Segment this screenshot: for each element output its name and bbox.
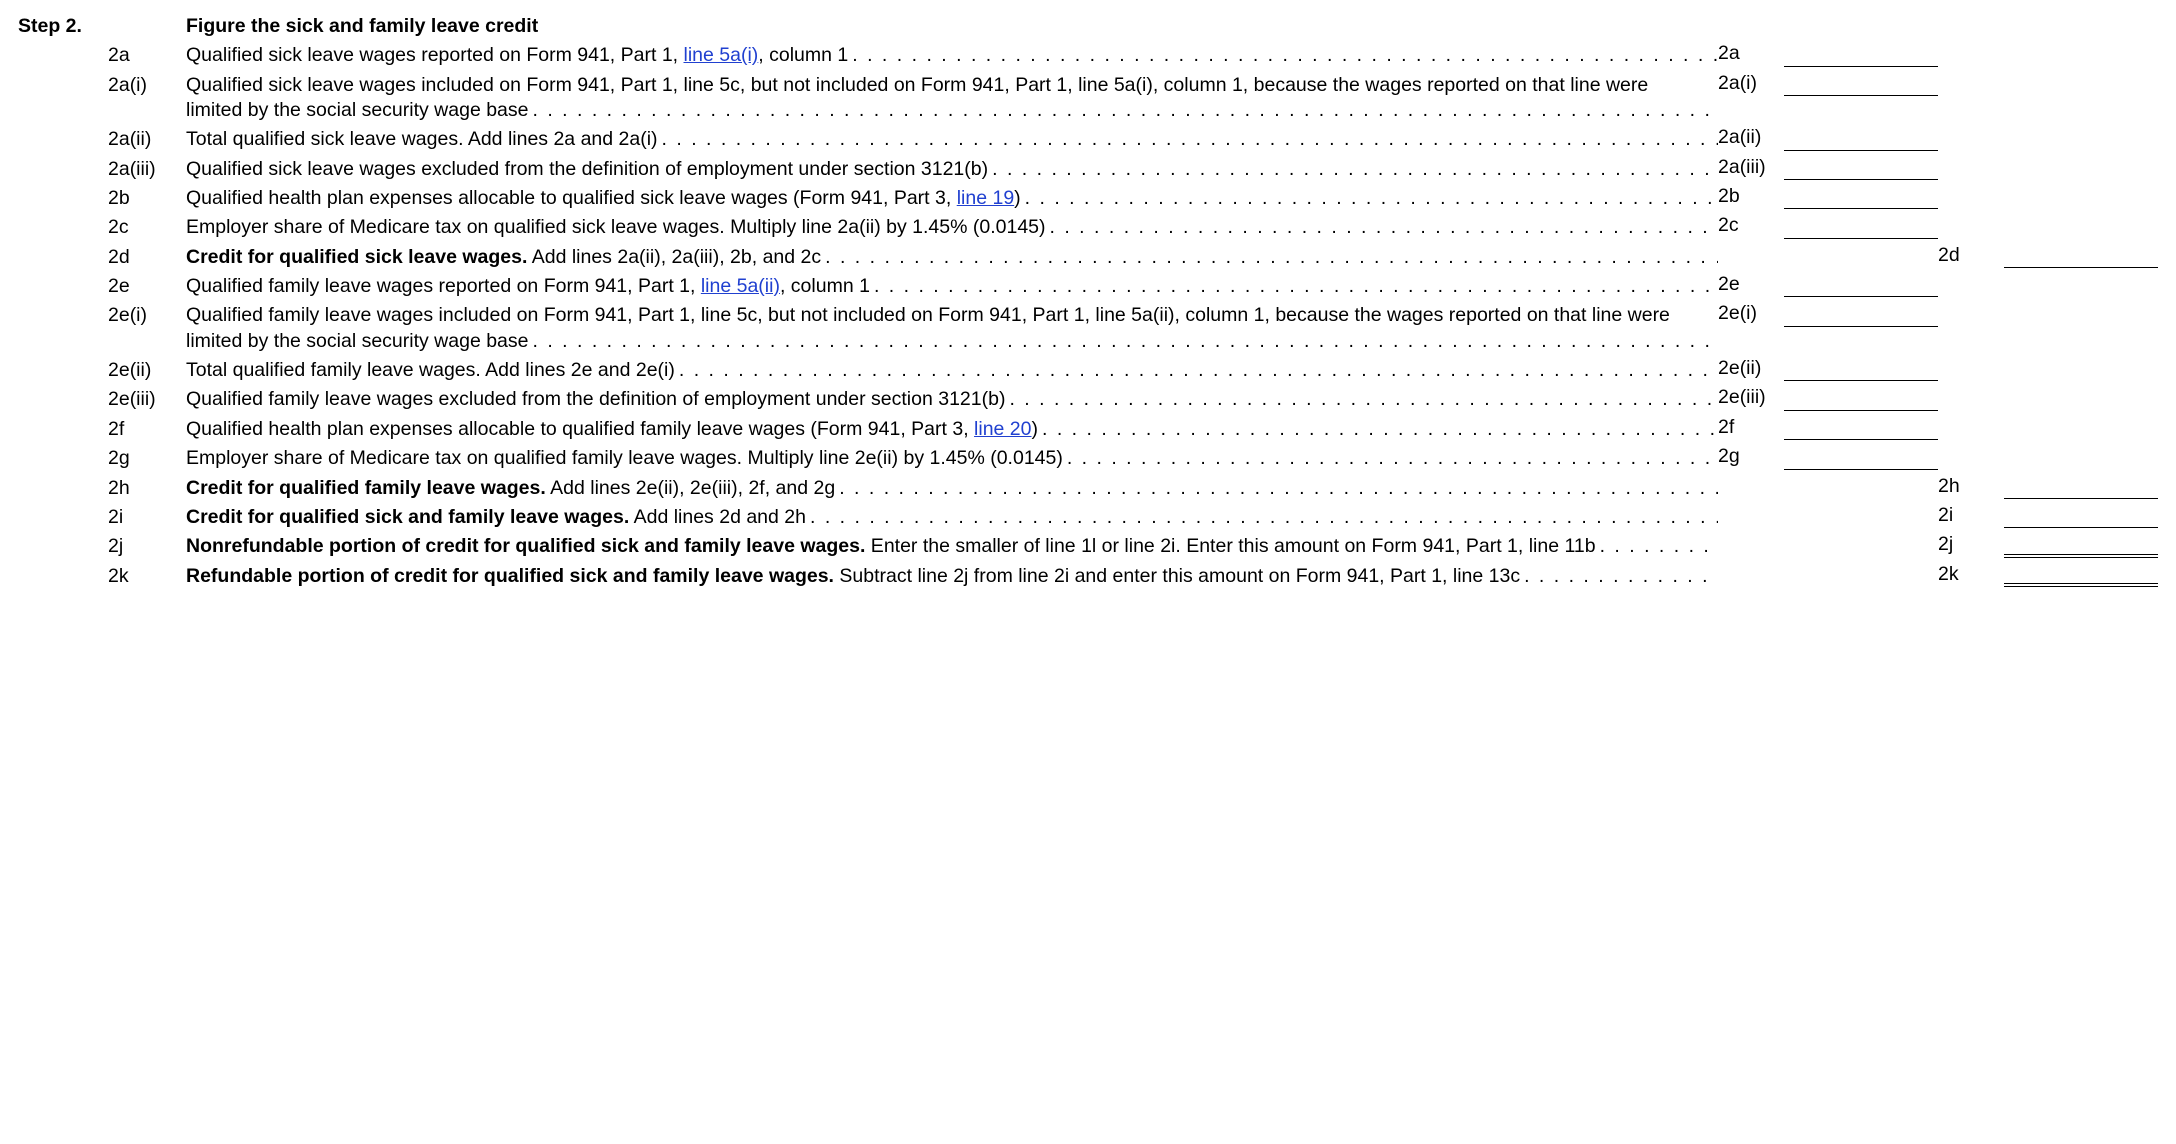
line-description: Qualified sick leave wages reported on F… <box>186 41 1718 68</box>
line-row: 2a(ii)Total qualified sick leave wages. … <box>18 125 2158 152</box>
line-number: 2k <box>108 562 186 589</box>
line-number: 2a(ii) <box>108 125 186 152</box>
line-description: Qualified sick leave wages excluded from… <box>186 155 1718 182</box>
line-row: 2jNonrefundable portion of credit for qu… <box>18 532 2158 559</box>
amount-entry-line[interactable] <box>1784 216 1938 238</box>
amount-entry-line[interactable] <box>1784 388 1938 410</box>
line-row: 2kRefundable portion of credit for quali… <box>18 562 2158 589</box>
line-description: Employer share of Medicare tax on qualif… <box>186 444 1718 471</box>
line-row: 2e(i)Qualified family leave wages includ… <box>18 301 2158 354</box>
amount-label: 2d <box>1938 243 1994 268</box>
amount-entry-line[interactable] <box>1784 447 1938 469</box>
amount-label: 2g <box>1718 444 1774 469</box>
amount-entry-line[interactable] <box>2004 562 2158 587</box>
line-number: 2j <box>108 532 186 559</box>
line-number: 2e(ii) <box>108 356 186 383</box>
step-header-row: Step 2. Figure the sick and family leave … <box>18 12 2158 39</box>
amount-label: 2f <box>1718 415 1774 440</box>
amount-label: 2i <box>1938 503 1994 528</box>
line-row: 2bQualified health plan expenses allocab… <box>18 184 2158 211</box>
line-row: 2eQualified family leave wages reported … <box>18 272 2158 299</box>
line-row: 2dCredit for qualified sick leave wages.… <box>18 243 2158 270</box>
form-line-link[interactable]: line 20 <box>974 418 1031 440</box>
form-line-link[interactable]: line 5a(i) <box>684 44 759 66</box>
line-number: 2h <box>108 474 186 501</box>
form-line-link[interactable]: line 19 <box>957 187 1014 209</box>
line-row: 2aQualified sick leave wages reported on… <box>18 41 2158 68</box>
line-description: Refundable portion of credit for qualifi… <box>186 562 1718 589</box>
amount-label: 2c <box>1718 213 1774 238</box>
amount-entry-line[interactable] <box>1784 128 1938 150</box>
line-description: Qualified health plan expenses allocable… <box>186 184 1718 211</box>
line-row: 2e(iii)Qualified family leave wages excl… <box>18 385 2158 412</box>
line-number: 2a(iii) <box>108 155 186 182</box>
amount-entry-line[interactable] <box>1784 44 1938 66</box>
line-number: 2d <box>108 243 186 270</box>
line-description: Credit for qualified sick and family lea… <box>186 503 1718 530</box>
line-number: 2e(i) <box>108 301 186 328</box>
form-line-link[interactable]: line 5a(ii) <box>701 275 780 297</box>
amount-label: 2e(ii) <box>1718 356 1774 381</box>
amount-entry-line[interactable] <box>1784 304 1938 326</box>
amount-label: 2e(iii) <box>1718 385 1774 410</box>
amount-entry-line[interactable] <box>1784 187 1938 209</box>
line-row: 2iCredit for qualified sick and family l… <box>18 503 2158 530</box>
line-description: Qualified family leave wages included on… <box>186 301 1718 354</box>
line-description: Employer share of Medicare tax on qualif… <box>186 213 1718 240</box>
amount-label: 2k <box>1938 562 1994 587</box>
amount-entry-line[interactable] <box>2004 476 2158 498</box>
line-row: 2a(iii)Qualified sick leave wages exclud… <box>18 155 2158 182</box>
line-row: 2gEmployer share of Medicare tax on qual… <box>18 444 2158 471</box>
amount-label: 2a(ii) <box>1718 125 1774 150</box>
line-number: 2f <box>108 415 186 442</box>
line-description: Qualified family leave wages reported on… <box>186 272 1718 299</box>
line-number: 2a(i) <box>108 71 186 98</box>
line-description: Nonrefundable portion of credit for qual… <box>186 532 1718 559</box>
amount-label: 2h <box>1938 474 1994 499</box>
line-description: Credit for qualified family leave wages.… <box>186 474 1718 501</box>
line-row: 2hCredit for qualified family leave wage… <box>18 474 2158 501</box>
line-description: Credit for qualified sick leave wages. A… <box>186 243 1718 270</box>
line-description: Qualified health plan expenses allocable… <box>186 415 1718 442</box>
amount-label: 2e <box>1718 272 1774 297</box>
amount-entry-line[interactable] <box>1784 158 1938 180</box>
line-number: 2e <box>108 272 186 299</box>
header-lineno-spacer <box>108 12 186 14</box>
line-row: 2a(i)Qualified sick leave wages included… <box>18 71 2158 124</box>
amount-entry-line[interactable] <box>2004 246 2158 268</box>
step-title: Figure the sick and family leave credit <box>186 12 1718 39</box>
amount-entry-line[interactable] <box>2004 532 2158 557</box>
amount-label: 2b <box>1718 184 1774 209</box>
line-row: 2e(ii)Total qualified family leave wages… <box>18 356 2158 383</box>
amount-label: 2a(i) <box>1718 71 1774 96</box>
amount-entry-line[interactable] <box>1784 74 1938 96</box>
line-description: Total qualified sick leave wages. Add li… <box>186 125 1718 152</box>
line-number: 2c <box>108 213 186 240</box>
amount-label: 2a <box>1718 41 1774 66</box>
amount-entry-line[interactable] <box>1784 359 1938 381</box>
amount-entry-line[interactable] <box>1784 275 1938 297</box>
amount-label: 2e(i) <box>1718 301 1774 326</box>
worksheet-step2: Step 2. Figure the sick and family leave … <box>18 12 2158 589</box>
amount-label: 2a(iii) <box>1718 155 1774 180</box>
line-number: 2b <box>108 184 186 211</box>
line-number: 2a <box>108 41 186 68</box>
line-description: Qualified sick leave wages included on F… <box>186 71 1718 124</box>
amount-label: 2j <box>1938 532 1994 557</box>
line-row: 2cEmployer share of Medicare tax on qual… <box>18 213 2158 240</box>
line-number: 2i <box>108 503 186 530</box>
line-number: 2e(iii) <box>108 385 186 412</box>
line-row: 2fQualified health plan expenses allocab… <box>18 415 2158 442</box>
amount-entry-line[interactable] <box>2004 506 2158 528</box>
amount-entry-line[interactable] <box>1784 418 1938 440</box>
line-description: Total qualified family leave wages. Add … <box>186 356 1718 383</box>
line-description: Qualified family leave wages excluded fr… <box>186 385 1718 412</box>
line-number: 2g <box>108 444 186 471</box>
step-label: Step 2. <box>18 12 108 39</box>
